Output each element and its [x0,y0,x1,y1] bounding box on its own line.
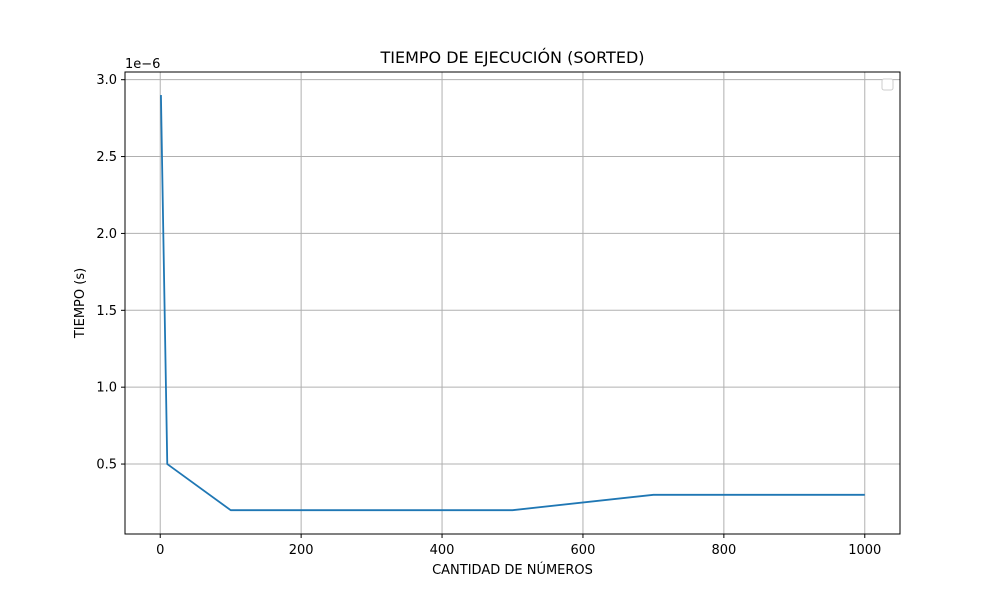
y-axis-label: TIEMPO (s) [73,268,88,339]
legend-box [882,79,893,90]
y-tick-label: 1.5 [96,304,117,319]
y-tick-label: 2.0 [96,227,117,242]
y-axis-offset-text: 1e−6 [125,57,160,72]
x-tick-label: 0 [156,543,164,558]
y-tick-label: 3.0 [96,73,117,88]
y-tick-label: 2.5 [96,150,117,165]
y-tick-label: 1.0 [96,381,117,396]
chart-title: TIEMPO DE EJECUCIÓN (SORTED) [380,48,645,67]
x-tick-label: 400 [430,543,455,558]
x-axis-label: CANTIDAD DE NÚMEROS [432,562,593,578]
x-tick-label: 200 [289,543,314,558]
x-tick-label: 600 [571,543,596,558]
x-tick-label: 800 [711,543,736,558]
y-tick-label: 0.5 [96,458,117,473]
x-tick-label: 1000 [848,543,881,558]
